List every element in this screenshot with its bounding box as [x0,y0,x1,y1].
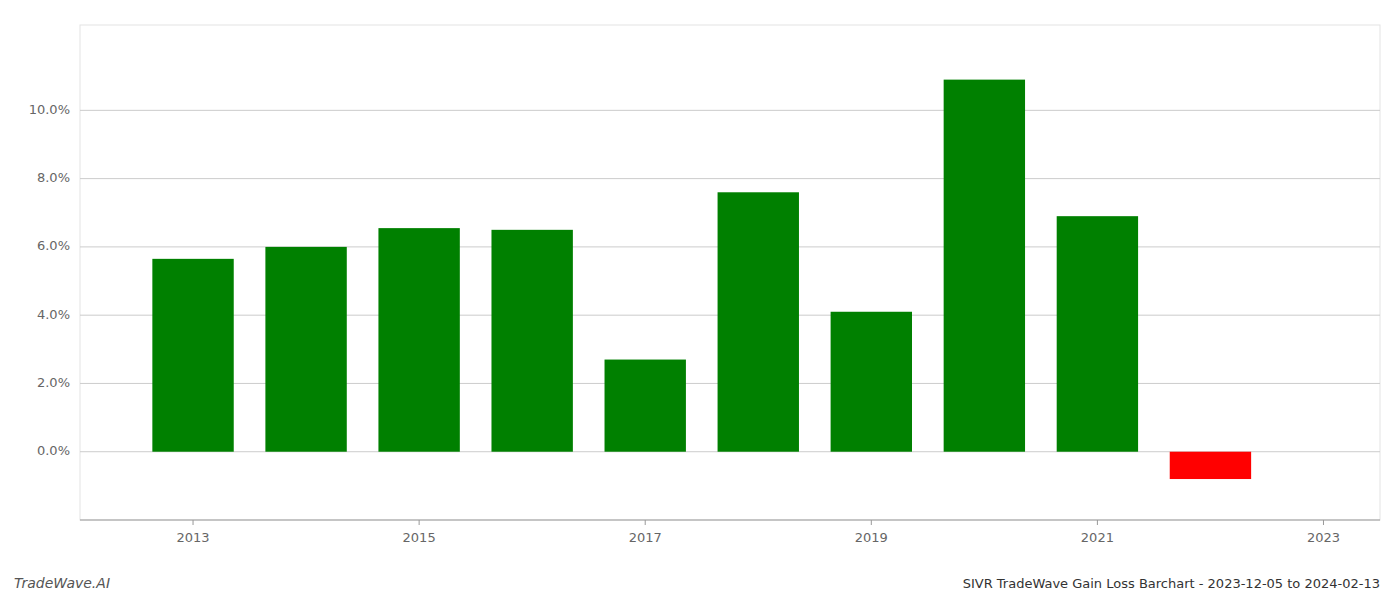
bar [605,360,686,452]
bar [491,230,572,452]
bar [718,192,799,451]
bar [831,312,912,452]
bar [1057,216,1138,452]
bar [378,228,459,452]
page: {"chart_data": {"type": "bar", "title": … [0,0,1400,600]
bar [265,247,346,452]
y-tick-label: 6.0% [37,238,70,253]
x-tick-mark [1097,520,1098,525]
x-tick-mark [193,520,194,525]
x-tick-mark [871,520,872,525]
y-tick-label: 10.0% [29,102,70,117]
x-tick-mark [1323,520,1324,525]
x-tick-label: 2019 [855,530,888,545]
x-ticks: 2013 2015 2017 2019 2021 2023 [176,520,1340,545]
bar [944,80,1025,452]
x-tick-mark [419,520,420,525]
bars [152,80,1251,479]
title: SIVR TradeWave Gain Loss Barchart - 2023… [963,576,1380,591]
x-axis-line [80,520,1380,521]
chart-svg: 0.0%2.0%4.0%6.0%8.0%10.0%201320152017201… [0,0,1400,600]
x-tick-label: 2021 [1081,530,1114,545]
y-ticks: 0.0% 2.0% 4.0% 6.0% 8.0% 10.0% [29,102,70,458]
bar [1170,452,1251,479]
x-tick-label: 2017 [629,530,662,545]
bar [152,259,233,452]
grid [80,110,1380,451]
x-tick-mark [645,520,646,525]
chart-container: 0.0%2.0%4.0%6.0%8.0%10.0%201320152017201… [0,0,1400,600]
x-tick-label: 2023 [1307,530,1340,545]
x-tick-label: 2013 [176,530,209,545]
y-tick-label: 8.0% [37,170,70,185]
y-tick-label: 2.0% [37,375,70,390]
plot-frame [80,25,1380,520]
grid-line [80,110,1380,111]
x-tick-label: 2015 [403,530,436,545]
y-tick-label: 0.0% [37,443,70,458]
y-tick-label: 4.0% [37,307,70,322]
grid-line [80,178,1380,179]
watermark: TradeWave.AI [14,575,110,591]
